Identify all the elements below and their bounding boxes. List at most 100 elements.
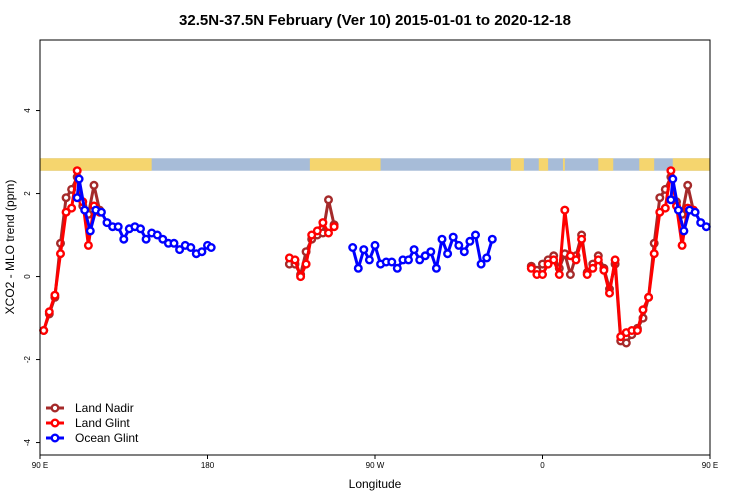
data-point xyxy=(96,207,106,217)
data-point xyxy=(655,207,665,217)
x-tick-label: 90 E xyxy=(32,461,48,470)
data-point xyxy=(44,307,54,317)
data-point xyxy=(206,242,216,252)
data-point xyxy=(141,234,151,244)
land-band-segment xyxy=(40,158,152,171)
legend-label: Land Glint xyxy=(75,416,130,430)
data-point xyxy=(348,242,358,252)
data-point xyxy=(632,326,642,336)
data-point xyxy=(526,263,536,273)
land-band-segment xyxy=(672,158,710,171)
land-band-segment xyxy=(510,158,524,171)
data-point xyxy=(301,259,311,269)
legend-swatch-point xyxy=(50,418,60,428)
data-point xyxy=(329,222,339,232)
data-point xyxy=(72,193,82,203)
data-point xyxy=(426,247,436,257)
data-point xyxy=(135,224,145,234)
data-point xyxy=(83,240,93,250)
data-point xyxy=(74,174,84,184)
data-point xyxy=(538,270,548,280)
x-tick-label: 90 E xyxy=(702,461,718,470)
data-point xyxy=(471,230,481,240)
data-point xyxy=(593,255,603,265)
legend-item: Land Glint xyxy=(46,416,130,430)
data-point xyxy=(85,226,95,236)
data-point xyxy=(549,255,559,265)
data-point xyxy=(649,249,659,259)
data-point xyxy=(668,174,678,184)
data-point xyxy=(660,203,670,213)
data-point xyxy=(482,253,492,263)
data-point xyxy=(404,255,414,265)
data-point xyxy=(61,193,71,203)
data-point xyxy=(61,207,71,217)
data-point xyxy=(296,272,306,282)
land-band-segment xyxy=(639,158,655,171)
legend-label: Land Nadir xyxy=(75,401,134,415)
data-point xyxy=(454,240,464,250)
data-point xyxy=(56,249,66,259)
data-point xyxy=(80,205,90,215)
data-point xyxy=(72,166,82,176)
y-tick-label: 4 xyxy=(23,108,32,113)
y-tick-label: -4 xyxy=(23,438,32,446)
data-point xyxy=(655,193,665,203)
data-point xyxy=(673,205,683,215)
chart-title: 32.5N-37.5N February (Ver 10) 2015-01-01… xyxy=(179,12,571,29)
data-point xyxy=(621,338,631,348)
data-point xyxy=(610,255,620,265)
data-point xyxy=(487,234,497,244)
data-point xyxy=(119,234,129,244)
data-point xyxy=(169,238,179,248)
data-point xyxy=(543,259,553,269)
data-point xyxy=(318,218,328,228)
series-land-glint xyxy=(39,166,698,342)
y-axis: -4 -2 0 2 4 xyxy=(23,108,40,446)
data-point xyxy=(364,255,374,265)
legend-label: Ocean Glint xyxy=(75,431,139,445)
data-point xyxy=(679,226,689,236)
data-point xyxy=(50,290,60,300)
data-point xyxy=(415,255,425,265)
data-point xyxy=(312,226,322,236)
data-point xyxy=(113,222,123,232)
data-point xyxy=(582,270,592,280)
x-tick-label: 90 W xyxy=(366,461,385,470)
data-point xyxy=(39,326,49,336)
data-point xyxy=(370,240,380,250)
data-point xyxy=(571,255,581,265)
x-axis: 90 E 180 90 W 0 90 E xyxy=(32,455,718,470)
data-point xyxy=(677,240,687,250)
data-point xyxy=(666,195,676,205)
data-point xyxy=(476,259,486,269)
data-point xyxy=(644,292,654,302)
data-point xyxy=(554,270,564,280)
data-point xyxy=(443,249,453,259)
data-point xyxy=(431,263,441,273)
data-point xyxy=(577,234,587,244)
data-point xyxy=(89,180,99,190)
data-point xyxy=(158,234,168,244)
data-point xyxy=(186,242,196,252)
legend-item: Ocean Glint xyxy=(46,431,139,445)
data-point xyxy=(67,203,77,213)
data-point xyxy=(638,305,648,315)
data-point xyxy=(565,251,575,261)
data-point xyxy=(560,205,570,215)
data-point xyxy=(599,265,609,275)
data-point xyxy=(420,251,430,261)
data-point xyxy=(666,166,676,176)
data-point xyxy=(197,247,207,257)
y-axis-label: XCO2 - MLO trend (ppm) xyxy=(3,180,17,315)
data-point xyxy=(616,332,626,342)
data-point xyxy=(409,245,419,255)
legend-swatch-point xyxy=(50,403,60,413)
data-point xyxy=(392,263,402,273)
land-band-segment xyxy=(598,158,614,171)
data-point xyxy=(324,195,334,205)
series-ocean-glint xyxy=(72,174,711,273)
data-point xyxy=(152,230,162,240)
